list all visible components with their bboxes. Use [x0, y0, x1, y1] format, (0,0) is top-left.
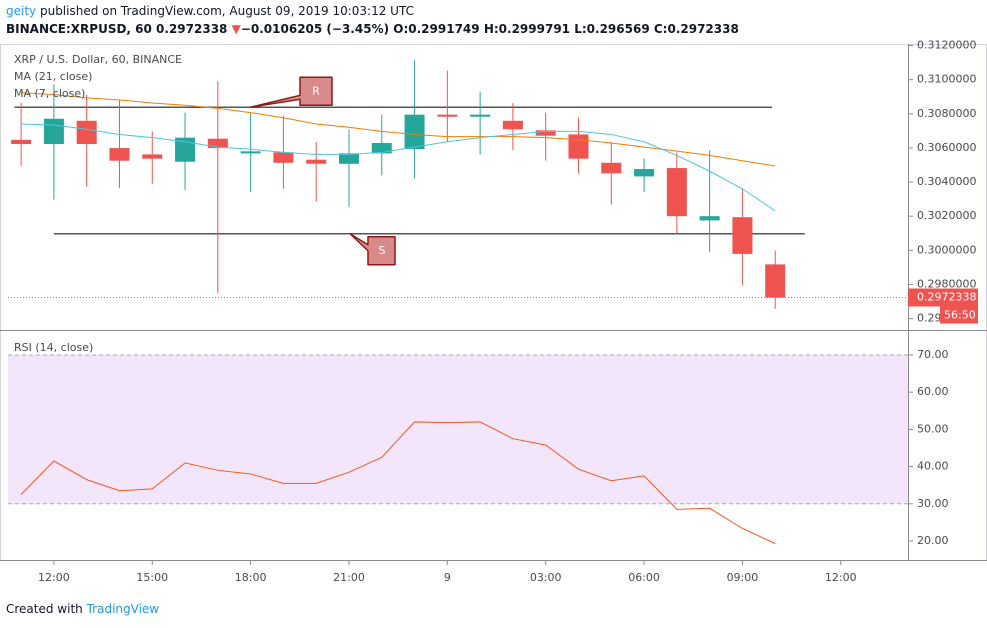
- callout-shape: [249, 76, 333, 109]
- x-tick-label: 12:00: [825, 571, 857, 584]
- candle-body: [306, 159, 327, 164]
- y-tick-label: 0.3000000: [917, 243, 977, 256]
- symbol-line: BINANCE:XRPUSD, 60 0.2972338 ▼−0.0106205…: [6, 22, 739, 36]
- legend-entry: MA (21, close): [14, 70, 92, 83]
- candle-body: [732, 217, 753, 254]
- h-label: H:: [483, 22, 499, 36]
- y-tick-label: 0.3100000: [917, 73, 977, 86]
- last: 0.2972338: [156, 22, 228, 36]
- y-tick-label: 0.2980000: [917, 277, 977, 290]
- footer-text: Created with: [6, 602, 83, 616]
- price-badge-label: 0.2972338: [917, 291, 977, 304]
- y-tick-label: 0.3080000: [917, 107, 977, 120]
- callout: S: [349, 233, 396, 266]
- o: 0.2991749: [408, 22, 480, 36]
- candle-body: [568, 134, 589, 159]
- y-tick-label: 60.00: [917, 385, 949, 398]
- countdown-badge: [940, 306, 978, 324]
- x-tick-label: 06:00: [628, 571, 660, 584]
- rsi-line: [20, 421, 776, 545]
- candle-body: [404, 114, 425, 150]
- arrow: ▼: [231, 22, 241, 36]
- published: published on TradingView.com, August 09,…: [39, 4, 414, 18]
- candle-body: [765, 264, 786, 298]
- candle-body: [76, 120, 97, 144]
- x-tick-label: 03:00: [530, 571, 562, 584]
- author[interactable]: geity: [6, 4, 37, 18]
- y-tick-label: 0.3040000: [917, 175, 977, 188]
- candle-body: [142, 154, 163, 159]
- y-tick-label: 0.3060000: [917, 141, 977, 154]
- legend-title: XRP / U.S. Dollar, 60, BINANCE: [14, 53, 182, 66]
- c: 0.2972338: [667, 22, 739, 36]
- header-line: geity published on TradingView.com, Augu…: [6, 4, 414, 18]
- candle-body: [273, 152, 294, 163]
- candle-body: [502, 120, 523, 130]
- h: 0.2999791: [498, 22, 571, 36]
- callout-label: S: [379, 244, 386, 257]
- x-tick-label: 9: [444, 571, 451, 584]
- callout: R: [249, 76, 333, 109]
- countdown-label: 56:50: [944, 309, 976, 322]
- candle-body: [11, 139, 32, 144]
- x-tick-label: 18:00: [235, 571, 267, 584]
- legend-title: RSI (14, close): [14, 341, 93, 354]
- y-tick-label: 0.3020000: [917, 209, 977, 222]
- legend-entry: MA (7, close): [14, 87, 85, 100]
- change: −0.0106205 (−3.45%): [240, 22, 390, 36]
- y-tick-label: 40.00: [917, 460, 949, 473]
- candle-body: [338, 153, 359, 164]
- candle-body: [666, 168, 687, 217]
- candle-body: [175, 137, 196, 162]
- callout-label: R: [312, 84, 320, 97]
- candle-body: [634, 169, 655, 177]
- ma-line: [21, 92, 776, 167]
- footer: Created with TradingView: [6, 602, 159, 616]
- y-tick-label: 20.00: [917, 534, 949, 547]
- ma-line: [21, 123, 776, 212]
- x-tick-label: 09:00: [727, 571, 759, 584]
- candle-body: [535, 130, 556, 136]
- candle-body: [240, 151, 261, 154]
- rsi-band: [8, 354, 908, 504]
- l: 0.296569: [586, 22, 650, 36]
- price-badge: [908, 288, 978, 307]
- candle-body: [43, 118, 64, 144]
- brand[interactable]: TradingView: [86, 602, 160, 616]
- candle-body: [601, 162, 622, 174]
- x-tick-label: 21:00: [333, 571, 365, 584]
- y-tick-label: 30.00: [917, 497, 949, 510]
- o-label: O:: [393, 22, 409, 36]
- candle-body: [470, 114, 491, 117]
- x-tick-label: 15:00: [136, 571, 168, 584]
- candle-body: [699, 216, 720, 221]
- y-tick-label: 70.00: [917, 348, 949, 361]
- l-label: L:: [574, 22, 587, 36]
- candle-body: [437, 114, 458, 117]
- y-tick-label: 0.3120000: [917, 39, 977, 52]
- x-tick-label: 12:00: [38, 571, 70, 584]
- c-label: C:: [653, 22, 668, 36]
- y-tick-label: 50.00: [917, 422, 949, 435]
- symbol: BINANCE:XRPUSD, 60: [6, 22, 152, 36]
- candle-body: [371, 142, 392, 154]
- callout-shape: [349, 233, 396, 266]
- candle-body: [109, 148, 130, 161]
- candle-body: [207, 138, 228, 149]
